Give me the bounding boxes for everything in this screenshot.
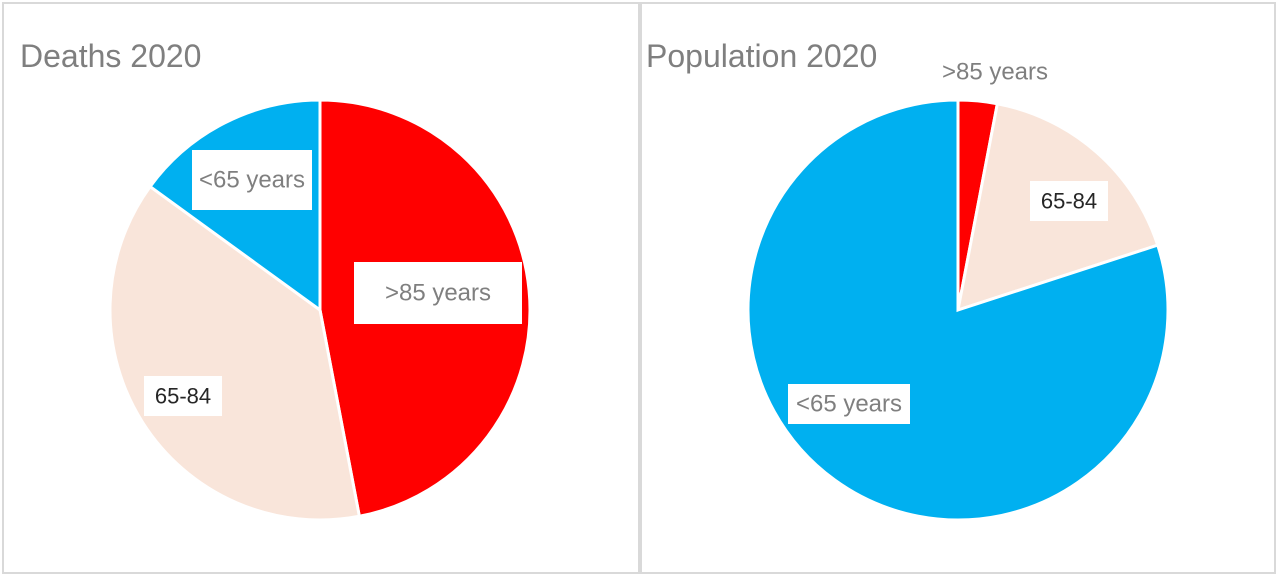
data-label: 65-84 [155, 384, 211, 409]
deaths-chart-panel: Deaths 2020 >85 years 65-84 <65 years [2, 2, 640, 574]
data-label: <65 years [199, 167, 305, 194]
population-pie-chart: >85 years 65-84 <65 years [746, 59, 1170, 522]
data-label: >85 years [385, 280, 491, 307]
chart-title: Population 2020 [646, 38, 878, 74]
data-label-box [788, 384, 910, 424]
chart-title: Deaths 2020 [20, 38, 202, 74]
data-label: >85 years [942, 59, 1048, 86]
data-label: 65-84 [1041, 189, 1097, 214]
data-label-box [354, 262, 522, 324]
deaths-pie-chart: >85 years 65-84 <65 years [108, 98, 532, 522]
data-label-box [1030, 181, 1108, 221]
data-label-box [144, 376, 222, 416]
data-label-box [192, 150, 312, 210]
pie-slice-1 [108, 184, 362, 522]
data-label: <65 years [796, 391, 902, 418]
population-chart-panel: Population 2020 >85 years 65-84 <65 years [640, 2, 1276, 574]
